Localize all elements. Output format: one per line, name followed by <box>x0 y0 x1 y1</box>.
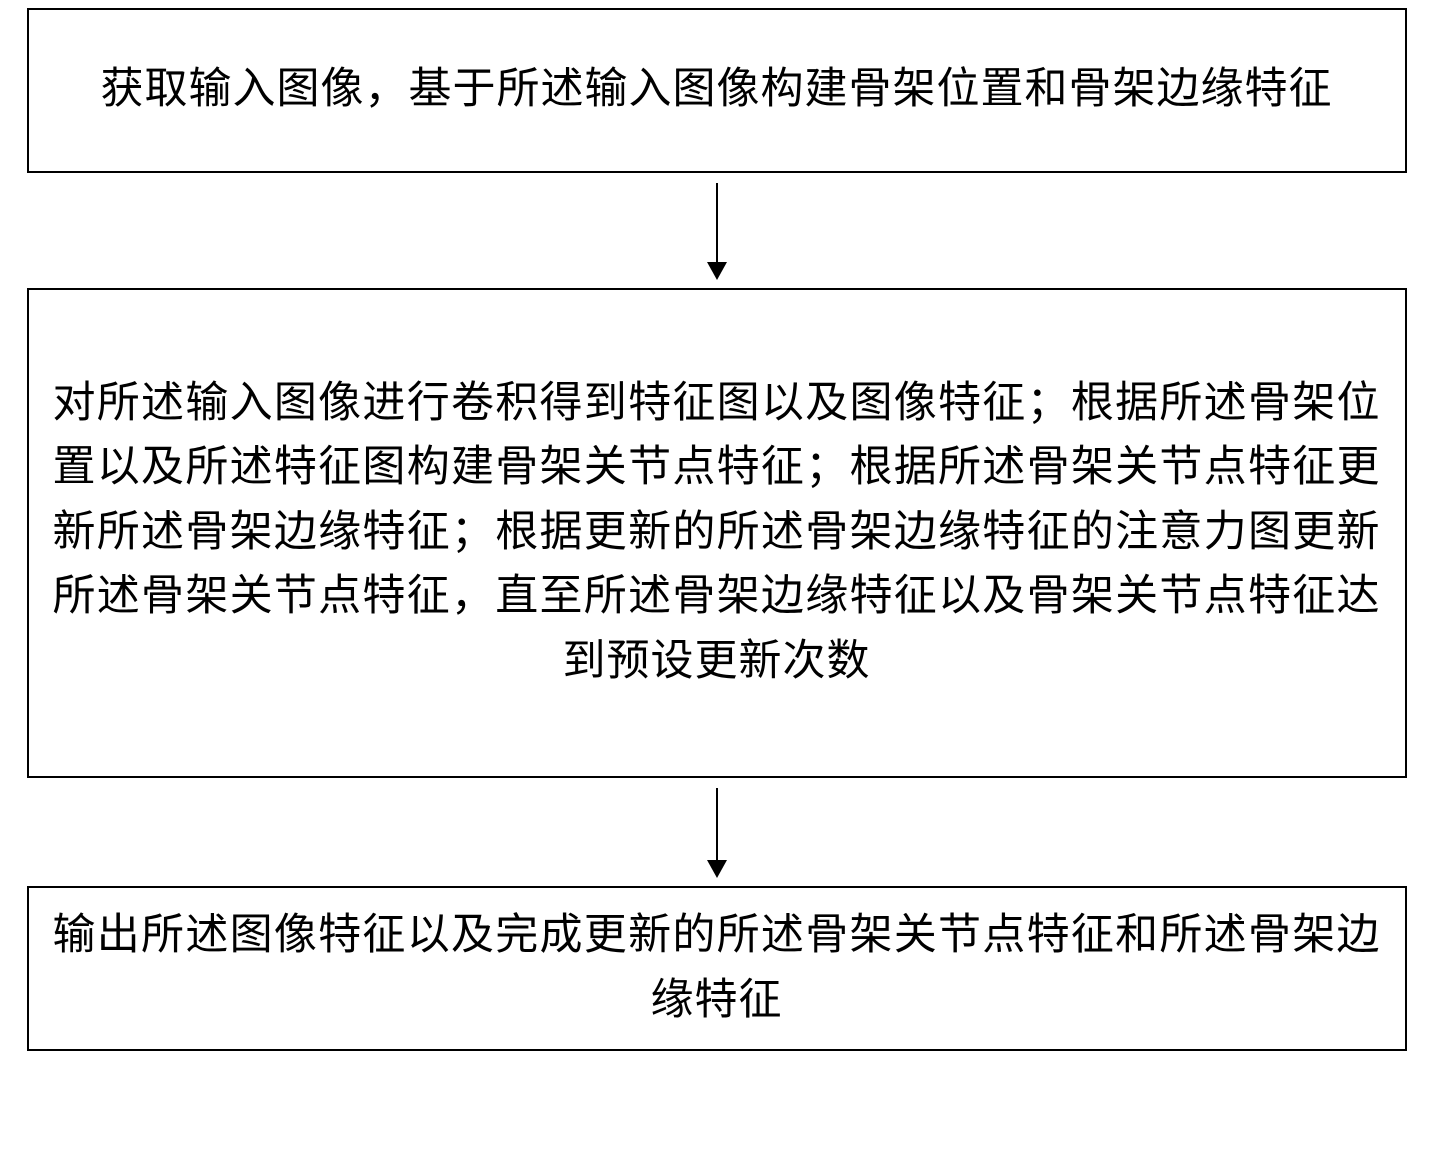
arrow-down-icon <box>716 788 718 876</box>
step-2-text: 对所述输入图像进行卷积得到特征图以及图像特征；根据所述骨架位置以及所述特征图构建… <box>53 372 1381 695</box>
flowchart-container: 获取输入图像，基于所述输入图像构建骨架位置和骨架边缘特征 对所述输入图像进行卷积… <box>27 8 1407 1051</box>
step-3-text: 输出所述图像特征以及完成更新的所述骨架关节点特征和所述骨架边缘特征 <box>53 904 1381 1033</box>
arrow-down-icon <box>716 183 718 278</box>
step-1-text: 获取输入图像，基于所述输入图像构建骨架位置和骨架边缘特征 <box>101 58 1333 123</box>
flowchart-step-1: 获取输入图像，基于所述输入图像构建骨架位置和骨架边缘特征 <box>27 8 1407 173</box>
arrow-2-container <box>27 778 1407 886</box>
arrow-1-container <box>27 173 1407 288</box>
flowchart-step-2: 对所述输入图像进行卷积得到特征图以及图像特征；根据所述骨架位置以及所述特征图构建… <box>27 288 1407 778</box>
flowchart-step-3: 输出所述图像特征以及完成更新的所述骨架关节点特征和所述骨架边缘特征 <box>27 886 1407 1051</box>
